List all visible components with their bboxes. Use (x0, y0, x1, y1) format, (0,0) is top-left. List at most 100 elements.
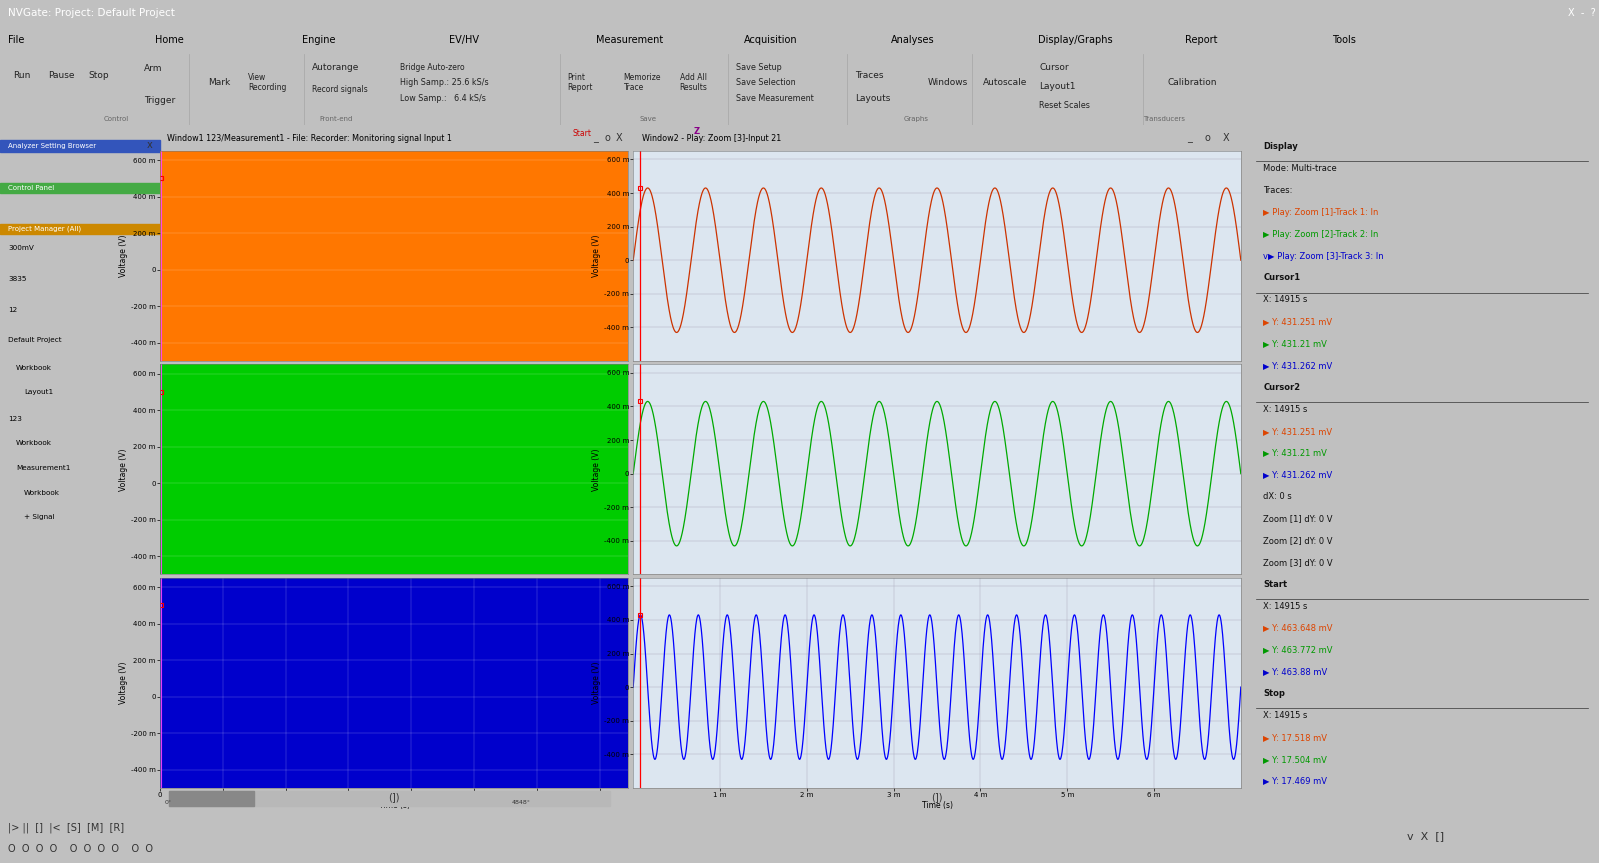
Text: ▶ Y: 431.21 mV: ▶ Y: 431.21 mV (1263, 449, 1327, 457)
Text: Display/Graphs: Display/Graphs (1038, 35, 1113, 45)
Text: + Signal: + Signal (24, 514, 54, 520)
Text: Run: Run (13, 71, 30, 80)
Text: 300mV: 300mV (8, 245, 34, 251)
Text: Stop: Stop (1263, 689, 1286, 698)
Text: Zoom [1] dY: 0 V: Zoom [1] dY: 0 V (1263, 514, 1334, 523)
Text: Add All
Results: Add All Results (680, 73, 707, 92)
Text: Trigger: Trigger (144, 96, 176, 105)
Text: Window2 - Play: Zoom [3]-Input 21: Window2 - Play: Zoom [3]-Input 21 (643, 134, 782, 142)
Y-axis label: Voltage (V): Voltage (V) (118, 235, 128, 277)
Text: 0°: 0° (165, 800, 171, 805)
Text: Calibration: Calibration (1167, 79, 1217, 87)
Text: Cursor1: Cursor1 (1263, 274, 1300, 282)
Text: v▶ Play: Zoom [3]-Track 3: In: v▶ Play: Zoom [3]-Track 3: In (1263, 252, 1383, 261)
Text: X  -  ?: X - ? (1569, 8, 1596, 18)
Text: X: X (1222, 133, 1230, 143)
Text: ▶ Play: Zoom [2]-Track 2: In: ▶ Play: Zoom [2]-Track 2: In (1263, 230, 1378, 239)
Text: 123: 123 (8, 416, 22, 422)
Text: ▶ Y: 17.469 mV: ▶ Y: 17.469 mV (1263, 777, 1327, 785)
Text: Memorize
Trace: Memorize Trace (624, 73, 660, 92)
Text: Graphs: Graphs (903, 117, 929, 123)
Bar (169, 791, 254, 805)
Text: O  O  O  O    O  O  O  O    O  O: O O O O O O O O O O (8, 844, 154, 854)
Text: Control Panel: Control Panel (8, 185, 54, 191)
Text: EV/HV: EV/HV (449, 35, 480, 45)
Text: |> ||  []  |<  [S]  [M]  [R]: |> || [] |< [S] [M] [R] (8, 822, 125, 833)
Text: ▶ Y: 431.251 mV: ▶ Y: 431.251 mV (1263, 318, 1332, 326)
Text: Workbook: Workbook (24, 490, 61, 496)
Text: Cursor: Cursor (1039, 63, 1070, 72)
Text: Layout1: Layout1 (24, 388, 53, 394)
Text: Pause: Pause (48, 71, 75, 80)
Text: Save Measurement: Save Measurement (736, 94, 814, 103)
Text: Layouts: Layouts (855, 94, 891, 103)
Y-axis label: Voltage (V): Voltage (V) (118, 662, 128, 704)
Y-axis label: Voltage (V): Voltage (V) (592, 235, 601, 277)
Y-axis label: Voltage (V): Voltage (V) (592, 662, 601, 704)
Text: Start: Start (572, 129, 592, 138)
Text: Analyzer Setting Browser: Analyzer Setting Browser (8, 143, 96, 149)
Text: Bridge Auto-zero: Bridge Auto-zero (400, 63, 464, 72)
Text: ▶ Y: 431.251 mV: ▶ Y: 431.251 mV (1263, 426, 1332, 436)
Text: (]): (]) (389, 792, 400, 803)
Text: o: o (604, 133, 611, 143)
Text: Transducers: Transducers (1143, 117, 1185, 123)
Text: X: 14915 s: X: 14915 s (1263, 295, 1308, 305)
Bar (0, 140, 160, 153)
Text: Front-end: Front-end (320, 117, 353, 123)
Text: ▶ Y: 463.648 mV: ▶ Y: 463.648 mV (1263, 623, 1334, 633)
Text: ▶ Y: 431.262 mV: ▶ Y: 431.262 mV (1263, 361, 1332, 370)
Text: (]): (]) (931, 792, 943, 803)
Text: Report: Report (1185, 35, 1217, 45)
Text: o: o (1204, 133, 1210, 143)
Text: Layout1: Layout1 (1039, 82, 1076, 91)
Text: NVGate: Project: Default Project: NVGate: Project: Default Project (8, 8, 174, 18)
Text: Display: Display (1263, 142, 1298, 151)
Text: Zoom [3] dY: 0 V: Zoom [3] dY: 0 V (1263, 557, 1334, 567)
Text: Traces:: Traces: (1263, 186, 1292, 195)
Text: Default Project: Default Project (8, 337, 62, 343)
Text: Acquisition: Acquisition (744, 35, 798, 45)
Text: X: X (616, 133, 622, 143)
Text: Save Setup: Save Setup (736, 63, 782, 72)
Bar (169, 791, 609, 805)
Text: ▶ Y: 431.21 mV: ▶ Y: 431.21 mV (1263, 339, 1327, 348)
Text: Reset Scales: Reset Scales (1039, 101, 1091, 110)
Text: Mark: Mark (208, 79, 230, 87)
Text: Save Selection: Save Selection (736, 79, 795, 87)
Text: High Samp.: 25.6 kS/s: High Samp.: 25.6 kS/s (400, 79, 488, 87)
Text: Home: Home (155, 35, 184, 45)
Text: Mode: Multi-trace: Mode: Multi-trace (1263, 164, 1337, 173)
Text: Project Manager (All): Project Manager (All) (8, 226, 82, 232)
Text: File: File (8, 35, 24, 45)
Y-axis label: Voltage (V): Voltage (V) (592, 448, 601, 491)
Bar (0, 224, 160, 235)
Text: ▶ Y: 463.88 mV: ▶ Y: 463.88 mV (1263, 667, 1327, 676)
Text: ▶ Play: Zoom [1]-Track 1: In: ▶ Play: Zoom [1]-Track 1: In (1263, 208, 1378, 217)
X-axis label: Time (s): Time (s) (379, 801, 409, 809)
Text: X: 14915 s: X: 14915 s (1263, 405, 1308, 413)
Text: Window1 123/Measurement1 - File: Recorder: Monitoring signal Input 1: Window1 123/Measurement1 - File: Recorde… (166, 134, 453, 142)
Text: X: 14915 s: X: 14915 s (1263, 711, 1308, 720)
X-axis label: Time (s): Time (s) (921, 801, 953, 809)
Text: Engine: Engine (302, 35, 336, 45)
Text: 4848°: 4848° (512, 800, 531, 805)
Text: Autoscale: Autoscale (983, 79, 1028, 87)
Text: ▶ Y: 431.262 mV: ▶ Y: 431.262 mV (1263, 470, 1332, 479)
Text: dX: 0 s: dX: 0 s (1263, 492, 1292, 501)
Text: 12: 12 (8, 306, 18, 312)
Text: dX: 6.836 ms: dX: 6.836 ms (1263, 798, 1319, 808)
Text: x: x (147, 140, 154, 150)
Text: Arm: Arm (144, 64, 163, 73)
Text: Control: Control (104, 117, 130, 123)
Text: Low Samp.:   6.4 kS/s: Low Samp.: 6.4 kS/s (400, 94, 486, 103)
Y-axis label: Voltage (V): Voltage (V) (118, 448, 128, 491)
Text: X: 14915 s: X: 14915 s (1263, 602, 1308, 610)
Text: Record signals: Record signals (312, 85, 368, 94)
Text: View
Recording: View Recording (248, 73, 286, 92)
Text: ▶ Y: 17.504 mV: ▶ Y: 17.504 mV (1263, 754, 1327, 764)
Text: Start: Start (1263, 580, 1287, 589)
Text: Measurement1: Measurement1 (16, 465, 70, 471)
Text: ▶ Y: 17.518 mV: ▶ Y: 17.518 mV (1263, 733, 1327, 742)
Text: Analyses: Analyses (891, 35, 934, 45)
